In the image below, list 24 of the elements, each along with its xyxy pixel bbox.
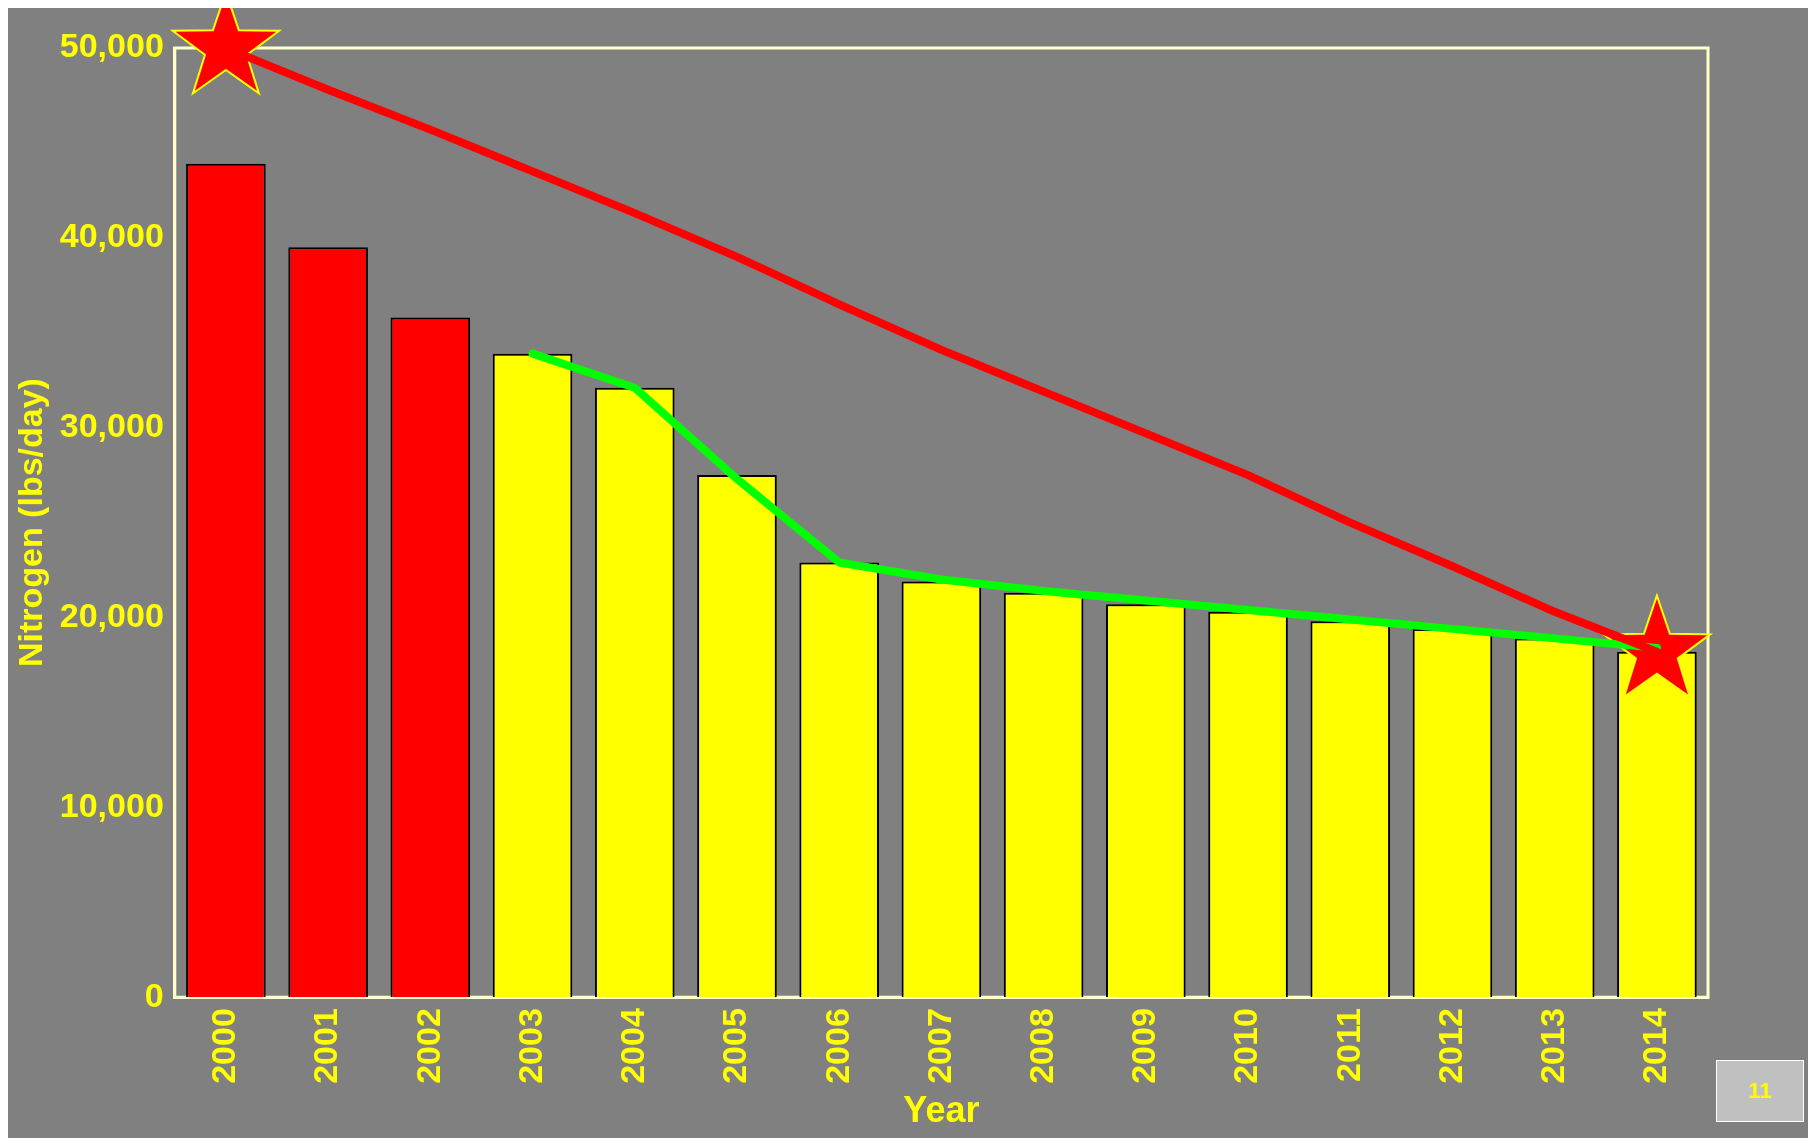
x-tick-label: 2006: [817, 1008, 856, 1084]
x-tick-label: 2005: [715, 1008, 754, 1084]
x-axis-title: Year: [903, 1089, 980, 1131]
y-tick-label: 20,000: [59, 595, 164, 634]
x-tick-label: 2012: [1430, 1008, 1469, 1084]
x-tick-label: 2003: [510, 1008, 549, 1084]
y-tick-label: 50,000: [59, 26, 164, 65]
y-tick-label: 40,000: [59, 216, 164, 255]
x-tick-label: 2013: [1533, 1008, 1572, 1084]
y-axis-title: Nitrogen (lbs/day): [10, 378, 49, 668]
x-tick-label: 2001: [306, 1008, 345, 1084]
y-tick-label: 0: [144, 975, 164, 1014]
x-tick-label: 2009: [1124, 1008, 1163, 1084]
x-tick-label: 2008: [1021, 1008, 1060, 1084]
x-tick-label: 2000: [204, 1008, 243, 1084]
x-tick-label: 2014: [1635, 1008, 1674, 1084]
x-tick-label: 2007: [919, 1008, 958, 1084]
y-tick-label: 10,000: [59, 785, 164, 824]
x-tick-label: 2011: [1328, 1008, 1367, 1082]
x-tick-label: 2010: [1226, 1008, 1265, 1084]
x-tick-label: 2002: [408, 1008, 447, 1084]
x-tick-label: 2004: [613, 1008, 652, 1084]
y-tick-label: 30,000: [59, 406, 164, 445]
text: 11: [1716, 1060, 1804, 1122]
